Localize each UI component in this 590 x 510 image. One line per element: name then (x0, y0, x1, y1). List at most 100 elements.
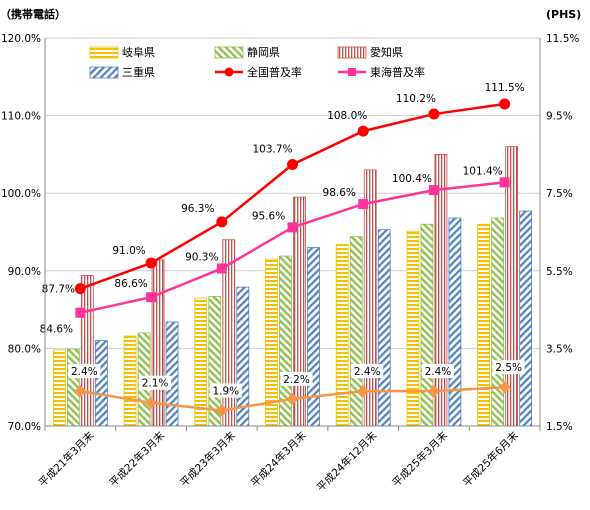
national-point (428, 108, 440, 120)
phs-label-bg (492, 360, 525, 375)
tokai-point (428, 185, 439, 196)
phs-label-bg (68, 364, 101, 379)
bar-三重県 (377, 229, 391, 427)
national-point (357, 125, 369, 137)
bar-岐阜県 (406, 230, 420, 427)
right-tick-label: 7.5% (546, 188, 573, 200)
phs-point (215, 404, 228, 417)
tokai-point (146, 292, 157, 303)
tokai-data-label: 101.4% (463, 165, 503, 177)
category-label: 平成23年3月末 (177, 429, 238, 490)
legend-label: 東海普及率 (370, 65, 425, 79)
bar-岐阜県 (52, 349, 66, 427)
national-data-label: 111.5% (485, 82, 525, 94)
tokai-data-label: 86.6% (114, 278, 147, 290)
phs-point (145, 396, 158, 409)
data-labels: 87.7% 91.0% 96.3% 103.7% 108.0% 110.2% 111.5% 8… (40, 82, 525, 398)
legend-swatch-岐阜県 (89, 46, 119, 59)
left-axis-label: （携帯電話） (0, 7, 66, 21)
legend-label: 岐阜県 (122, 46, 155, 59)
right-tick-label: 5.5% (546, 266, 573, 278)
phs-data-label: 2.4% (354, 366, 381, 378)
bar-愛知県 (434, 153, 448, 427)
phs-data-label: 2.4% (425, 366, 452, 378)
phs-label-bg (139, 375, 172, 390)
phs-point (74, 385, 87, 398)
legend-label: 全国普及率 (247, 65, 302, 79)
tokai-point (75, 307, 86, 318)
phs-point (286, 392, 299, 405)
left-tick-label: 120.0% (1, 33, 41, 45)
bar-岐阜県 (477, 223, 491, 427)
bar-三重県 (165, 321, 179, 427)
right-tick-label: 9.5% (546, 111, 573, 123)
tokai-data-label: 95.6% (252, 210, 285, 222)
phs-label-bg (280, 371, 313, 386)
left-tick-label: 90.0% (8, 266, 41, 278)
phs-label-bg (421, 364, 454, 379)
right-tick-label: 11.5% (546, 33, 579, 45)
tokai-point (499, 177, 510, 188)
national-data-label: 110.2% (396, 93, 436, 105)
legend-background (84, 42, 452, 86)
national-data-label: 108.0% (327, 110, 367, 122)
legend-marker-全国普及率 (224, 67, 234, 77)
legend-swatch-愛知県 (337, 46, 367, 59)
phs-point (498, 381, 511, 394)
national-data-label: 87.7% (42, 284, 75, 296)
legend-swatch-三重県 (89, 66, 119, 79)
category-label: 平成25年3月末 (390, 429, 451, 490)
phs-data-label: 2.5% (495, 362, 522, 374)
right-tick-label: 1.5% (546, 421, 573, 433)
category-label: 平成24年3月末 (248, 429, 309, 490)
left-tick-label: 70.0% (8, 421, 41, 433)
category-label: 平成25年6月末 (460, 429, 521, 490)
tokai-point (358, 199, 369, 210)
category-label: 平成24年12月末 (314, 429, 380, 495)
tokai-data-label: 90.3% (185, 251, 218, 263)
phs-data-label: 2.4% (71, 366, 98, 378)
national-data-label: 96.3% (181, 203, 214, 215)
national-point (145, 257, 157, 269)
bar-静岡県 (420, 223, 434, 427)
left-tick-label: 100.0% (1, 188, 41, 200)
legend-swatch-静岡県 (214, 46, 244, 59)
bar-愛知県 (80, 275, 94, 427)
bar-静岡県 (66, 348, 80, 427)
tokai-point (287, 222, 298, 233)
bar-三重県 (94, 340, 108, 427)
category-label: 平成22年3月末 (107, 429, 168, 490)
legend-label: 静岡県 (247, 45, 280, 59)
tokai-data-label: 100.4% (392, 173, 432, 185)
phs-data-label: 2.2% (283, 374, 310, 386)
bar-静岡県 (208, 296, 222, 427)
national-data-label: 91.0% (112, 245, 145, 257)
bar-岐阜県 (335, 244, 349, 427)
phs-point (357, 385, 370, 398)
national-data-label: 103.7% (252, 143, 292, 155)
legend-label: 愛知県 (370, 45, 403, 59)
tokai-data-label: 84.6% (40, 324, 73, 336)
left-tick-label: 80.0% (8, 343, 41, 355)
bar-静岡県 (349, 236, 363, 427)
legend-marker-東海普及率 (348, 68, 356, 76)
bar-三重県 (448, 217, 462, 427)
bar-series (52, 146, 533, 427)
line-series (74, 98, 511, 417)
bar-静岡県 (491, 217, 505, 427)
bar-三重県 (307, 247, 320, 427)
left-tick-label: 110.0% (1, 111, 41, 123)
phs-label-bg (209, 383, 242, 398)
tokai-point (216, 263, 227, 274)
category-label: 平成21年3月末 (36, 429, 97, 490)
right-axis-label: (PHS) (546, 8, 581, 21)
phs-data-label: 1.9% (212, 385, 239, 397)
national-point (74, 283, 86, 295)
phs-point (427, 385, 440, 398)
phs-label-bg (351, 364, 384, 379)
legend-label: 三重県 (122, 65, 155, 79)
national-point (499, 98, 511, 110)
national-point (216, 216, 228, 228)
